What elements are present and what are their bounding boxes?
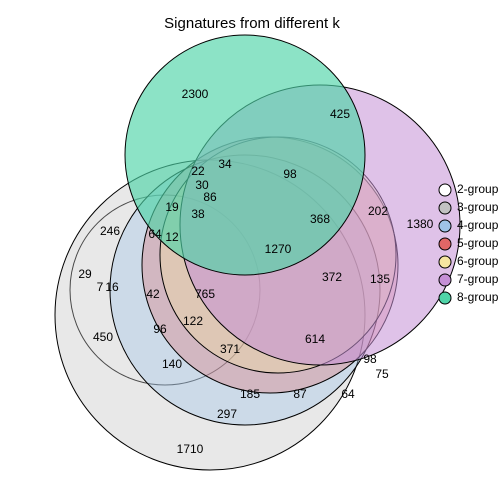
region-count: 122 bbox=[183, 314, 203, 328]
region-count: 1270 bbox=[265, 242, 292, 256]
legend-label-2-group: 2-group bbox=[457, 182, 499, 196]
region-count: 1380 bbox=[407, 217, 434, 231]
region-count: 450 bbox=[93, 330, 113, 344]
legend-label-6-group: 6-group bbox=[457, 254, 499, 268]
region-count: 1710 bbox=[177, 442, 204, 456]
legend-label-3-group: 3-group bbox=[457, 200, 499, 214]
region-count: 7 bbox=[97, 280, 104, 294]
region-count: 34 bbox=[218, 157, 232, 171]
legend-swatch-6-group bbox=[439, 256, 451, 268]
region-count: 135 bbox=[370, 272, 390, 286]
region-count: 185 bbox=[240, 387, 260, 401]
region-count: 765 bbox=[195, 287, 215, 301]
chart-title: Signatures from different k bbox=[164, 15, 340, 32]
legend-swatch-7-group bbox=[439, 274, 451, 286]
legend-label-4-group: 4-group bbox=[457, 218, 499, 232]
legend-label-5-group: 5-group bbox=[457, 236, 499, 250]
region-count: 372 bbox=[322, 270, 342, 284]
venn-diagram: Signatures from different k 2300 425 22 34 9… bbox=[0, 0, 504, 504]
region-count: 368 bbox=[310, 212, 330, 226]
region-count: 75 bbox=[375, 367, 389, 381]
legend-swatch-3-group bbox=[439, 202, 451, 214]
legend-swatch-8-group bbox=[439, 292, 451, 304]
region-count: 42 bbox=[146, 287, 160, 301]
region-count: 64 bbox=[148, 227, 162, 241]
region-count: 86 bbox=[203, 190, 217, 204]
region-count: 98 bbox=[283, 167, 297, 181]
region-count: 2300 bbox=[182, 87, 209, 101]
region-count: 16 bbox=[105, 280, 119, 294]
region-count: 98 bbox=[363, 352, 377, 366]
region-count: 12 bbox=[165, 230, 179, 244]
region-count: 425 bbox=[330, 107, 350, 121]
legend-label-7-group: 7-group bbox=[457, 272, 499, 286]
region-count: 22 bbox=[191, 164, 205, 178]
region-count: 96 bbox=[153, 322, 167, 336]
region-count: 246 bbox=[100, 224, 120, 238]
region-count: 19 bbox=[165, 200, 179, 214]
legend-swatch-2-group bbox=[439, 184, 451, 196]
region-count: 29 bbox=[78, 267, 92, 281]
region-count: 614 bbox=[305, 332, 325, 346]
region-count: 202 bbox=[368, 204, 388, 218]
legend-swatch-4-group bbox=[439, 220, 451, 232]
legend-label-8-group: 8-group bbox=[457, 290, 499, 304]
region-count: 64 bbox=[341, 387, 355, 401]
region-count: 87 bbox=[293, 387, 307, 401]
region-count: 140 bbox=[162, 357, 182, 371]
region-count: 297 bbox=[217, 407, 237, 421]
region-count: 371 bbox=[220, 342, 240, 356]
sets-layer bbox=[55, 35, 460, 470]
legend-swatch-5-group bbox=[439, 238, 451, 250]
region-count: 38 bbox=[191, 207, 205, 221]
